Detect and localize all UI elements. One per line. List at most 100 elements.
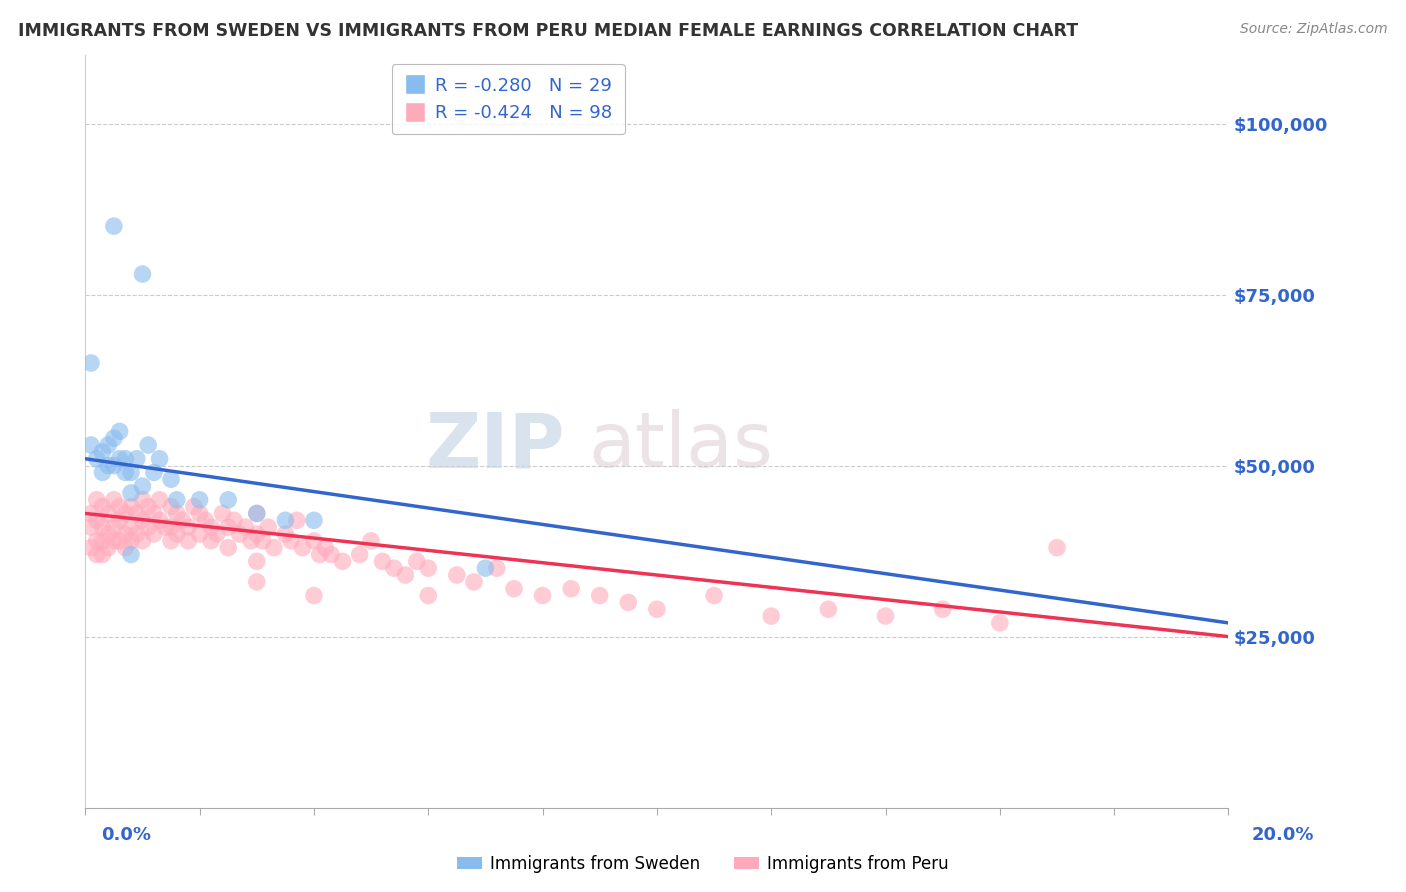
Point bbox=[332, 554, 354, 568]
Point bbox=[217, 492, 239, 507]
Point bbox=[142, 466, 165, 480]
Point bbox=[703, 589, 725, 603]
Point bbox=[114, 541, 136, 555]
Point bbox=[86, 533, 108, 548]
Point bbox=[97, 527, 120, 541]
Point bbox=[103, 520, 125, 534]
Point bbox=[183, 500, 205, 514]
Point bbox=[160, 472, 183, 486]
Point bbox=[302, 589, 325, 603]
Text: 0.0%: 0.0% bbox=[101, 826, 152, 844]
Point bbox=[120, 548, 142, 562]
Point bbox=[371, 554, 394, 568]
Point bbox=[114, 527, 136, 541]
Text: IMMIGRANTS FROM SWEDEN VS IMMIGRANTS FROM PERU MEDIAN FEMALE EARNINGS CORRELATIO: IMMIGRANTS FROM SWEDEN VS IMMIGRANTS FRO… bbox=[18, 22, 1078, 40]
Point bbox=[80, 520, 103, 534]
Point bbox=[131, 533, 153, 548]
Point bbox=[246, 574, 269, 589]
Point bbox=[97, 458, 120, 473]
Point bbox=[125, 527, 148, 541]
Point bbox=[108, 425, 131, 439]
Point bbox=[418, 589, 440, 603]
Point bbox=[149, 451, 172, 466]
Point bbox=[177, 533, 200, 548]
Point bbox=[302, 533, 325, 548]
Point bbox=[308, 548, 330, 562]
Point bbox=[246, 507, 269, 521]
Point bbox=[314, 541, 336, 555]
Point bbox=[166, 527, 188, 541]
Point bbox=[103, 492, 125, 507]
Point bbox=[446, 568, 468, 582]
Point bbox=[280, 533, 302, 548]
Legend: Immigrants from Sweden, Immigrants from Peru: Immigrants from Sweden, Immigrants from … bbox=[450, 848, 956, 880]
Point bbox=[211, 507, 233, 521]
Point bbox=[97, 541, 120, 555]
Point bbox=[560, 582, 582, 596]
Point bbox=[349, 548, 371, 562]
Point bbox=[114, 507, 136, 521]
Point bbox=[217, 520, 239, 534]
Point bbox=[246, 554, 269, 568]
Text: atlas: atlas bbox=[588, 409, 773, 483]
Point bbox=[114, 466, 136, 480]
Point bbox=[160, 500, 183, 514]
Point bbox=[103, 458, 125, 473]
Point bbox=[166, 507, 188, 521]
Text: 20.0%: 20.0% bbox=[1253, 826, 1315, 844]
Text: ZIP: ZIP bbox=[426, 409, 565, 483]
Point bbox=[155, 520, 177, 534]
Point bbox=[86, 451, 108, 466]
Point bbox=[188, 507, 211, 521]
Point bbox=[80, 438, 103, 452]
Point bbox=[120, 533, 142, 548]
Point bbox=[80, 356, 103, 370]
Point bbox=[108, 500, 131, 514]
Point bbox=[120, 520, 142, 534]
Point bbox=[108, 533, 131, 548]
Point bbox=[235, 520, 257, 534]
Point bbox=[263, 541, 285, 555]
Point bbox=[91, 520, 114, 534]
Point bbox=[114, 451, 136, 466]
Point bbox=[131, 267, 153, 281]
Point bbox=[97, 507, 120, 521]
Point bbox=[274, 513, 297, 527]
Point bbox=[257, 520, 280, 534]
Point bbox=[91, 533, 114, 548]
Point bbox=[149, 492, 172, 507]
Point bbox=[200, 520, 222, 534]
Point bbox=[131, 479, 153, 493]
Point bbox=[125, 451, 148, 466]
Point bbox=[761, 609, 783, 624]
Point bbox=[617, 595, 640, 609]
Point bbox=[120, 500, 142, 514]
Point bbox=[485, 561, 508, 575]
Point bbox=[103, 219, 125, 234]
Point bbox=[103, 533, 125, 548]
Point bbox=[120, 486, 142, 500]
Point bbox=[302, 513, 325, 527]
Point bbox=[463, 574, 485, 589]
Point bbox=[131, 513, 153, 527]
Text: Source: ZipAtlas.com: Source: ZipAtlas.com bbox=[1240, 22, 1388, 37]
Point bbox=[188, 527, 211, 541]
Point bbox=[988, 615, 1011, 630]
Point bbox=[91, 500, 114, 514]
Point bbox=[645, 602, 668, 616]
Point bbox=[149, 513, 172, 527]
Point bbox=[931, 602, 953, 616]
Point bbox=[418, 561, 440, 575]
Point bbox=[291, 541, 314, 555]
Point bbox=[228, 527, 250, 541]
Point bbox=[97, 438, 120, 452]
Point bbox=[274, 527, 297, 541]
Point bbox=[474, 561, 496, 575]
Point bbox=[589, 589, 612, 603]
Point bbox=[160, 533, 183, 548]
Point bbox=[91, 466, 114, 480]
Point bbox=[103, 431, 125, 445]
Point bbox=[172, 513, 194, 527]
Point bbox=[80, 541, 103, 555]
Point bbox=[91, 445, 114, 459]
